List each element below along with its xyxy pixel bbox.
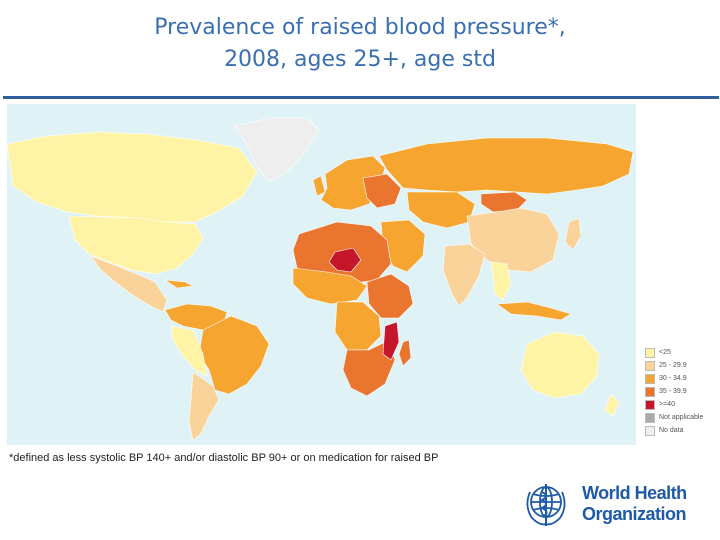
map-region-brazil bbox=[198, 315, 270, 395]
legend-label: Not applicable bbox=[659, 414, 704, 421]
legend-label: No data bbox=[659, 427, 684, 434]
map-region-mexico bbox=[90, 255, 168, 313]
map-region-peru bbox=[170, 325, 208, 377]
map-legend: <25 25 - 29.9 30 - 34.9 35 - 39.9 >=40 N… bbox=[645, 347, 720, 438]
map-region-uk bbox=[312, 175, 326, 197]
map-region-central-africa bbox=[334, 301, 382, 351]
map-region-russia bbox=[378, 137, 634, 195]
map-region-new-zealand bbox=[604, 393, 620, 417]
world-map-svg bbox=[7, 117, 634, 441]
title-line-1: Prevalence of raised blood pressure*, bbox=[154, 15, 566, 40]
legend-label: >=40 bbox=[659, 401, 675, 408]
legend-item: No data bbox=[645, 425, 720, 436]
map-region-australia bbox=[520, 331, 600, 399]
who-line-2: Organization bbox=[582, 504, 687, 524]
legend-label: 30 - 34.9 bbox=[659, 375, 687, 382]
legend-item: Not applicable bbox=[645, 412, 720, 423]
map-region-central-asia bbox=[406, 191, 476, 229]
legend-item: <25 bbox=[645, 347, 720, 358]
legend-item: 30 - 34.9 bbox=[645, 373, 720, 384]
who-logo: World Health Organization bbox=[520, 478, 720, 536]
map-region-southeast-asia bbox=[490, 261, 512, 301]
legend-item: 25 - 29.9 bbox=[645, 360, 720, 371]
map-region-southern-africa bbox=[342, 339, 396, 397]
map-region-madagascar bbox=[398, 339, 412, 367]
world-map bbox=[7, 104, 636, 445]
who-line-1: World Health bbox=[582, 483, 687, 503]
legend-swatch bbox=[645, 425, 655, 436]
legend-swatch bbox=[645, 399, 655, 410]
title-line-2: 2008, ages 25+, age std bbox=[224, 47, 496, 72]
map-region-east-africa bbox=[366, 273, 414, 319]
map-region-southern-cone bbox=[188, 371, 220, 441]
legend-label: 35 - 39.9 bbox=[659, 388, 687, 395]
legend-label: <25 bbox=[659, 349, 671, 356]
map-region-india bbox=[442, 243, 486, 307]
map-region-canada bbox=[7, 131, 258, 223]
legend-swatch bbox=[645, 347, 655, 358]
map-region-indonesia bbox=[496, 301, 572, 321]
map-region-greenland bbox=[234, 117, 320, 183]
map-region-mozambique bbox=[382, 321, 400, 361]
footnote: *defined as less systolic BP 140+ and/or… bbox=[9, 452, 439, 464]
legend-swatch bbox=[645, 412, 655, 423]
map-region-niger bbox=[328, 247, 362, 273]
who-wordmark: World Health Organization bbox=[582, 483, 687, 525]
who-emblem-icon bbox=[526, 484, 566, 526]
title-divider bbox=[3, 96, 719, 99]
legend-swatch bbox=[645, 360, 655, 371]
map-region-west-africa bbox=[292, 267, 368, 305]
map-region-japan bbox=[564, 217, 582, 251]
legend-swatch bbox=[645, 386, 655, 397]
legend-swatch bbox=[645, 373, 655, 384]
legend-item: 35 - 39.9 bbox=[645, 386, 720, 397]
map-region-eastern-europe bbox=[362, 173, 402, 209]
page-title: Prevalence of raised blood pressure*, 20… bbox=[0, 12, 720, 76]
map-region-usa bbox=[68, 215, 204, 275]
legend-label: 25 - 29.9 bbox=[659, 362, 687, 369]
legend-item: >=40 bbox=[645, 399, 720, 410]
map-region-caribbean bbox=[164, 279, 194, 289]
